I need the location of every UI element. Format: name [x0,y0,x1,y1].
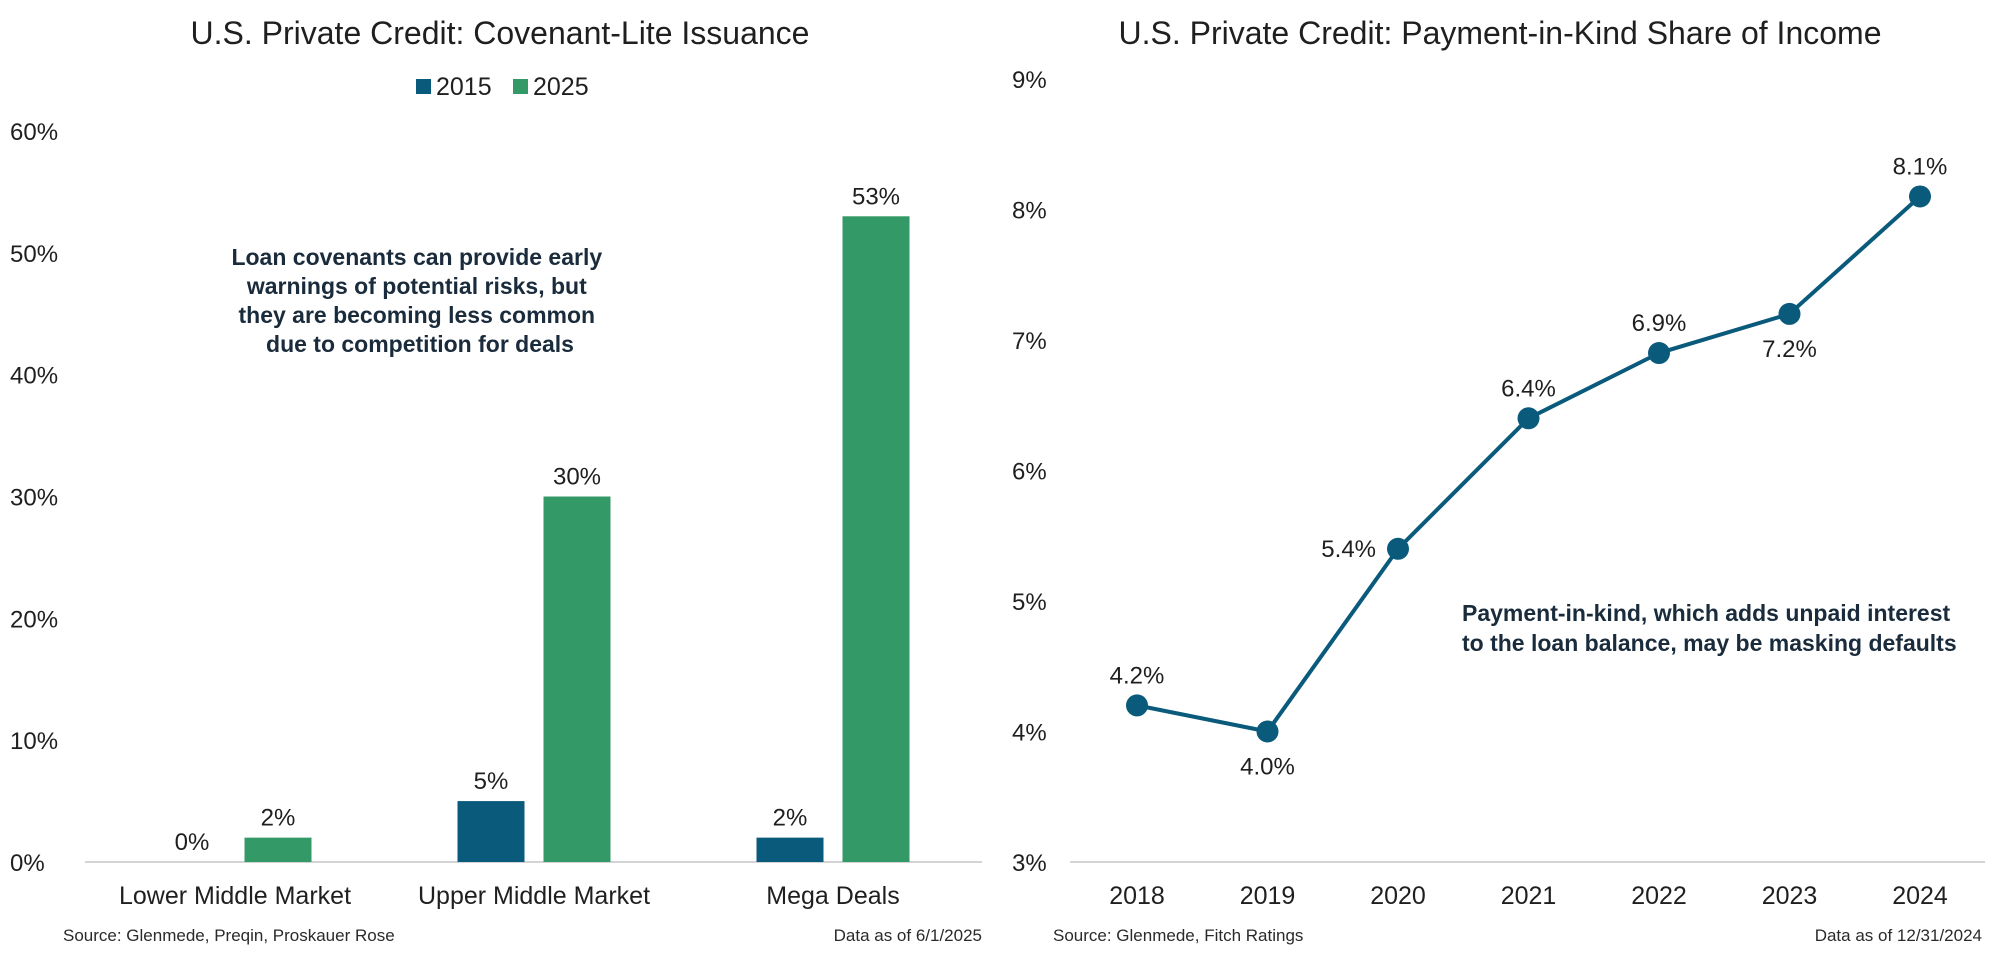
right-source: Source: Glenmede, Fitch Ratings [1053,926,1303,945]
pik-point-2018 [1126,694,1148,717]
left-y-tick: 60% [10,119,58,146]
pik-label-2022: 6.9% [1632,310,1687,337]
pik-label-2019: 4.0% [1240,754,1295,781]
pik-point-2020 [1387,537,1409,560]
right-x-tick: 2019 [1240,882,1296,910]
left-source: Source: Glenmede, Preqin, Proskauer Rose [63,926,395,945]
left-bars: 0% 2% 5% 30% 2% 53% [175,183,910,863]
pik-label-2023: 7.2% [1762,336,1817,363]
right-y-tick: 8% [1012,198,1047,225]
right-x-tick: 2020 [1370,882,1426,910]
pik-point-2022 [1648,342,1670,365]
bar-2025-2 [842,216,910,863]
right-x-tick: 2023 [1762,882,1818,910]
left-annotation-line-4: due to competition for deals [266,331,574,357]
right-data-as-of: Data as of 12/31/2024 [1815,926,1982,945]
pik-point-2024 [1909,185,1931,208]
bar-2025-0 [244,837,312,862]
right-x-tick: 2018 [1109,882,1165,910]
pik-point-2023 [1778,302,1801,325]
legend-swatch-2015 [416,79,431,94]
left-y-tick: 10% [10,728,58,755]
legend-label-2025: 2025 [533,73,589,101]
bar-label-2015-2: 2% [773,805,808,832]
bar-label-2015-1: 5% [474,768,509,795]
bar-label-2015-0: 0% [175,829,210,856]
left-y-tick: 0% [10,850,45,877]
pik-point-2019 [1256,720,1279,743]
left-annotation-line-2: warnings of potential risks, but [246,273,587,299]
pik-label-2020: 5.4% [1321,536,1376,563]
right-x-axis-labels: 2018 2019 2020 2021 2022 2023 2024 [1109,882,1948,910]
right-x-tick: 2022 [1631,882,1687,910]
pik-share-chart: U.S. Private Credit: Payment-in-Kind Sha… [1012,15,1985,945]
right-y-tick: 7% [1012,328,1047,355]
right-annotation-line-1: Payment-in-kind, which adds unpaid inter… [1462,600,1951,626]
left-y-tick: 50% [10,241,58,268]
right-y-tick: 3% [1012,850,1047,877]
bar-2025-1 [543,496,611,862]
pik-label-2018: 4.2% [1110,662,1165,689]
right-y-tick: 4% [1012,720,1047,747]
left-annotation-line-1: Loan covenants can provide early [231,244,602,270]
left-category-label: Upper Middle Market [418,882,650,910]
covenant-lite-chart: U.S. Private Credit: Covenant-Lite Issua… [10,15,982,945]
left-legend: 2015 2025 [416,73,589,101]
left-annotation: Loan covenants can provide early warning… [231,244,608,357]
left-chart-title: U.S. Private Credit: Covenant-Lite Issua… [191,15,810,51]
left-y-tick: 20% [10,606,58,633]
right-chart-title: U.S. Private Credit: Payment-in-Kind Sha… [1119,15,1882,51]
left-y-axis: 0% 10% 20% 30% 40% 50% 60% [10,119,58,877]
right-annotation: Payment-in-kind, which adds unpaid inter… [1462,600,1957,656]
right-x-tick: 2021 [1501,882,1557,910]
right-y-axis: 3% 4% 5% 6% 7% 8% 9% [1012,67,1047,877]
legend-swatch-2025 [513,79,528,94]
bar-2015-1 [457,801,525,862]
right-x-tick: 2024 [1892,882,1948,910]
pik-series-points [1126,185,1931,743]
pik-point-2021 [1517,407,1540,430]
right-y-tick: 5% [1012,589,1047,616]
left-x-axis-categories: Lower Middle Market Upper Middle Market Me… [119,882,900,910]
pik-data-labels: 4.2% 4.0% 5.4% 6.4% 6.9% 7.2% 8.1% [1110,153,1948,780]
right-annotation-line-2: to the loan balance, may be masking defa… [1462,630,1957,656]
bar-2015-2 [756,837,824,862]
pik-label-2024: 8.1% [1893,153,1948,180]
right-y-tick: 9% [1012,67,1047,94]
bar-label-2025-2: 53% [852,183,900,210]
bar-label-2025-1: 30% [553,464,601,491]
left-category-label: Mega Deals [766,882,899,910]
left-data-as-of: Data as of 6/1/2025 [834,926,982,945]
left-annotation-line-3: they are becoming less common [238,302,595,328]
pik-label-2021: 6.4% [1501,375,1556,402]
legend-label-2015: 2015 [436,73,492,101]
left-y-tick: 30% [10,485,58,512]
right-y-tick: 6% [1012,459,1047,486]
left-category-label: Lower Middle Market [119,882,351,910]
left-y-tick: 40% [10,363,58,390]
bar-label-2025-0: 2% [261,805,296,832]
